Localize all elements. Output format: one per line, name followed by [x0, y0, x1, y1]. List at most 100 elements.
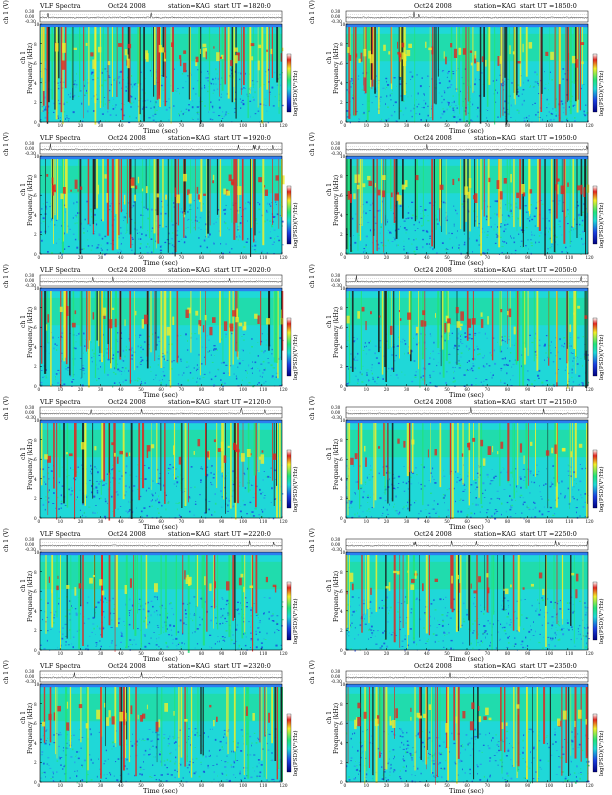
noise-cell: [69, 600, 70, 601]
noise-cell: [87, 110, 89, 112]
noise-cell: [376, 90, 377, 92]
noise-cell: [427, 505, 429, 506]
sferic-line: [134, 291, 135, 370]
noise-cell: [72, 379, 74, 380]
sferic-line: [170, 291, 172, 388]
noise-cell: [245, 632, 246, 634]
noise-cell: [534, 103, 536, 104]
noise-cell: [274, 379, 275, 380]
noise-cell: [483, 482, 485, 484]
noise-cell: [480, 512, 481, 513]
noise-cell: [490, 480, 492, 481]
emission-blob: [397, 195, 400, 201]
noise-cell: [139, 378, 140, 380]
noise-cell: [132, 250, 133, 251]
y-tick-label: 8: [34, 174, 37, 179]
noise-cell: [457, 354, 459, 355]
sferic-line: [488, 27, 490, 85]
y-tick-label: 0: [34, 252, 37, 257]
sferic-line: [360, 423, 362, 484]
noise-cell: [449, 80, 451, 82]
noise-cell: [406, 232, 407, 234]
noise-cell: [482, 357, 484, 358]
emission-blob: [350, 194, 352, 203]
noise-cell: [113, 354, 114, 356]
emission-blob: [472, 438, 475, 442]
noise-cell: [118, 622, 120, 624]
noise-cell: [257, 384, 258, 385]
sferic-line: [509, 159, 510, 212]
x-tick-label: 120: [586, 123, 594, 128]
noise-cell: [221, 116, 223, 117]
noise-cell: [578, 375, 580, 377]
noise-cell: [419, 113, 420, 115]
emission-blob: [239, 578, 242, 586]
noise-cell: [217, 89, 218, 90]
noise-cell: [192, 100, 193, 101]
noise-cell: [145, 382, 146, 383]
noise-cell: [191, 618, 192, 619]
noise-cell: [85, 219, 86, 221]
noise-cell: [187, 380, 189, 382]
noise-cell: [454, 224, 455, 225]
mid-band: [40, 166, 282, 193]
noise-cell: [126, 86, 127, 87]
noise-cell: [489, 645, 490, 647]
emission-blob: [167, 327, 171, 336]
emission-blob: [452, 179, 454, 185]
noise-cell: [580, 234, 581, 235]
noise-cell: [256, 646, 258, 648]
noise-cell: [273, 105, 275, 106]
noise-cell: [510, 472, 512, 474]
noise-cell: [229, 252, 230, 253]
noise-cell: [576, 228, 577, 230]
noise-cell: [68, 370, 69, 371]
noise-cell: [81, 378, 82, 379]
noise-cell: [242, 360, 244, 361]
noise-cell: [397, 487, 398, 488]
noise-cell: [483, 385, 484, 386]
noise-cell: [95, 612, 96, 613]
noise-cell: [256, 634, 257, 635]
noise-cell: [389, 232, 391, 234]
noise-cell: [204, 240, 205, 242]
noise-cell: [255, 251, 256, 252]
noise-cell: [266, 345, 268, 346]
noise-cell: [504, 84, 505, 85]
sferic-line: [177, 291, 179, 363]
noise-cell: [272, 368, 274, 369]
noise-cell: [234, 108, 235, 109]
sferic-line: [41, 423, 43, 485]
emission-blob: [160, 47, 164, 52]
noise-cell: [503, 107, 504, 109]
noise-cell: [453, 73, 455, 74]
noise-cell: [547, 99, 548, 101]
noise-cell: [222, 599, 223, 600]
noise-cell: [151, 238, 153, 240]
emission-blob: [69, 453, 73, 456]
noise-cell: [44, 611, 45, 612]
noise-cell: [80, 369, 82, 370]
emission-blob: [509, 309, 512, 318]
noise-cell: [280, 205, 281, 206]
noise-cell: [517, 218, 519, 220]
emission-blob: [460, 324, 463, 327]
emission-blob: [262, 450, 264, 452]
noise-cell: [225, 337, 227, 338]
noise-cell: [175, 90, 176, 91]
emission-blob: [266, 577, 268, 582]
x-tick-label: 80: [505, 519, 510, 524]
noise-cell: [61, 503, 63, 504]
sferic-line: [120, 291, 121, 357]
noise-cell: [177, 509, 178, 511]
noise-cell: [504, 81, 505, 83]
sferic-line: [500, 291, 501, 352]
noise-cell: [68, 120, 69, 121]
noise-cell: [151, 500, 152, 502]
noise-cell: [400, 110, 402, 112]
noise-cell: [437, 512, 438, 513]
noise-cell: [87, 231, 88, 232]
emission-blob: [370, 54, 373, 63]
emission-blob: [86, 43, 88, 46]
noise-cell: [402, 339, 404, 340]
